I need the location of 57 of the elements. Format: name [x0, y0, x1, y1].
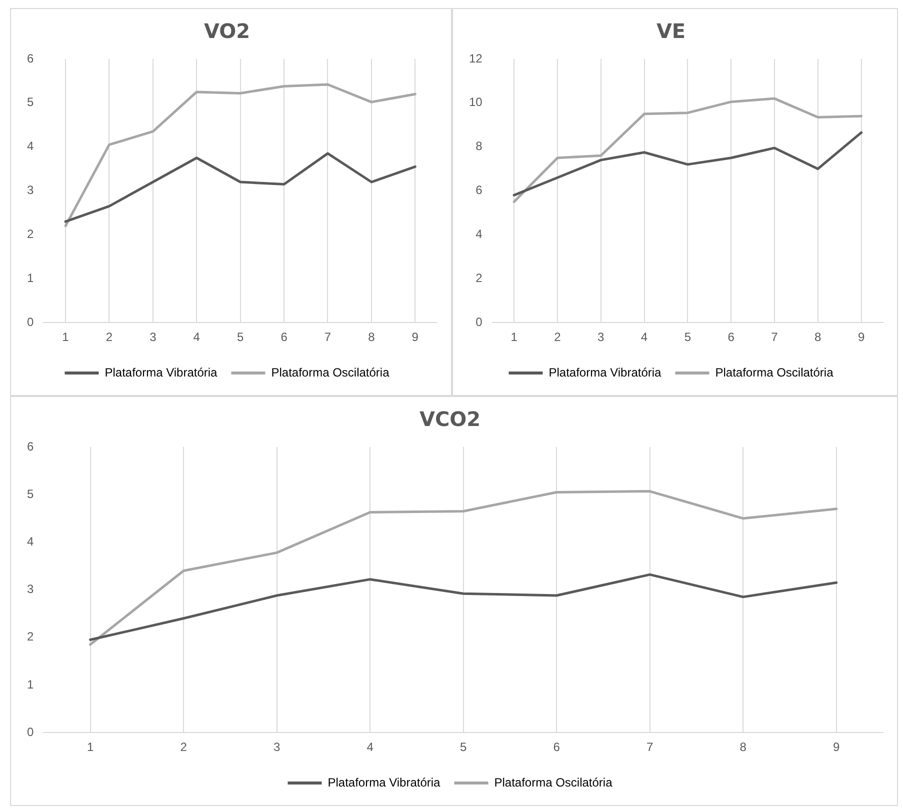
x-tick-label: 8	[740, 740, 747, 754]
y-tick-label: 4	[26, 534, 34, 549]
y-tick-label: 4	[26, 139, 34, 154]
legend-label: Plataforma Oscilatória	[271, 365, 390, 380]
y-tick-label: 1	[26, 270, 34, 285]
y-tick-label: 2	[476, 270, 483, 285]
x-tick-label: 2	[106, 330, 113, 344]
chart-title: VO2	[204, 19, 250, 44]
x-tick-label: 7	[324, 330, 332, 344]
legend-label: Plataforma Vibratória	[104, 365, 218, 380]
x-tick-label: 8	[368, 330, 376, 344]
x-tick-label: 8	[814, 330, 822, 344]
y-tick-label: 3	[26, 582, 34, 596]
legend-label: Plataforma Vibratória	[548, 365, 662, 380]
x-tick-label: 3	[598, 330, 605, 344]
y-tick-label: 4	[476, 227, 483, 242]
x-tick-label: 6	[553, 740, 560, 754]
y-tick-label: 10	[468, 95, 483, 110]
x-tick-label: 3	[273, 740, 280, 754]
y-tick-label: 5	[26, 486, 34, 501]
x-tick-label: 5	[236, 330, 244, 344]
x-tick-label: 3	[150, 330, 157, 344]
x-tick-label: 7	[771, 330, 778, 344]
y-tick-label: 8	[476, 139, 483, 154]
y-tick-label: 2	[26, 227, 34, 242]
y-tick-label: 12	[468, 51, 483, 66]
x-tick-label: 9	[833, 740, 840, 754]
x-tick-label: 5	[460, 740, 467, 754]
x-tick-label: 6	[280, 330, 288, 344]
y-tick-label: 6	[476, 183, 483, 198]
x-tick-label: 9	[412, 330, 419, 344]
x-tick-label: 9	[858, 330, 865, 344]
x-tick-label: 4	[366, 740, 374, 754]
legend-label: Plataforma Oscilatória	[494, 775, 613, 790]
y-tick-label: 6	[26, 439, 34, 454]
y-tick-label: 0	[476, 314, 483, 329]
x-tick-label: 1	[62, 330, 70, 344]
x-tick-label: 6	[728, 330, 735, 344]
x-tick-label: 2	[554, 330, 562, 344]
x-tick-label: 1	[510, 330, 518, 344]
y-tick-label: 5	[26, 95, 34, 110]
y-tick-label: 2	[26, 630, 34, 644]
x-tick-label: 4	[193, 330, 200, 344]
chart-title: VCO2	[419, 407, 481, 432]
chart-title: VE	[656, 19, 686, 44]
y-tick-label: 0	[26, 314, 34, 329]
legend-label: Plataforma Oscilatória	[715, 365, 834, 380]
legend-label: Plataforma Vibratória	[328, 775, 441, 790]
x-tick-label: 2	[180, 740, 188, 754]
y-tick-label: 3	[26, 183, 34, 198]
y-tick-label: 6	[26, 51, 34, 66]
y-tick-label: 1	[26, 677, 34, 692]
x-tick-label: 7	[646, 740, 654, 754]
x-tick-label: 4	[640, 330, 648, 344]
y-tick-label: 0	[26, 724, 34, 739]
x-tick-label: 1	[86, 740, 94, 754]
x-tick-label: 5	[684, 330, 692, 344]
